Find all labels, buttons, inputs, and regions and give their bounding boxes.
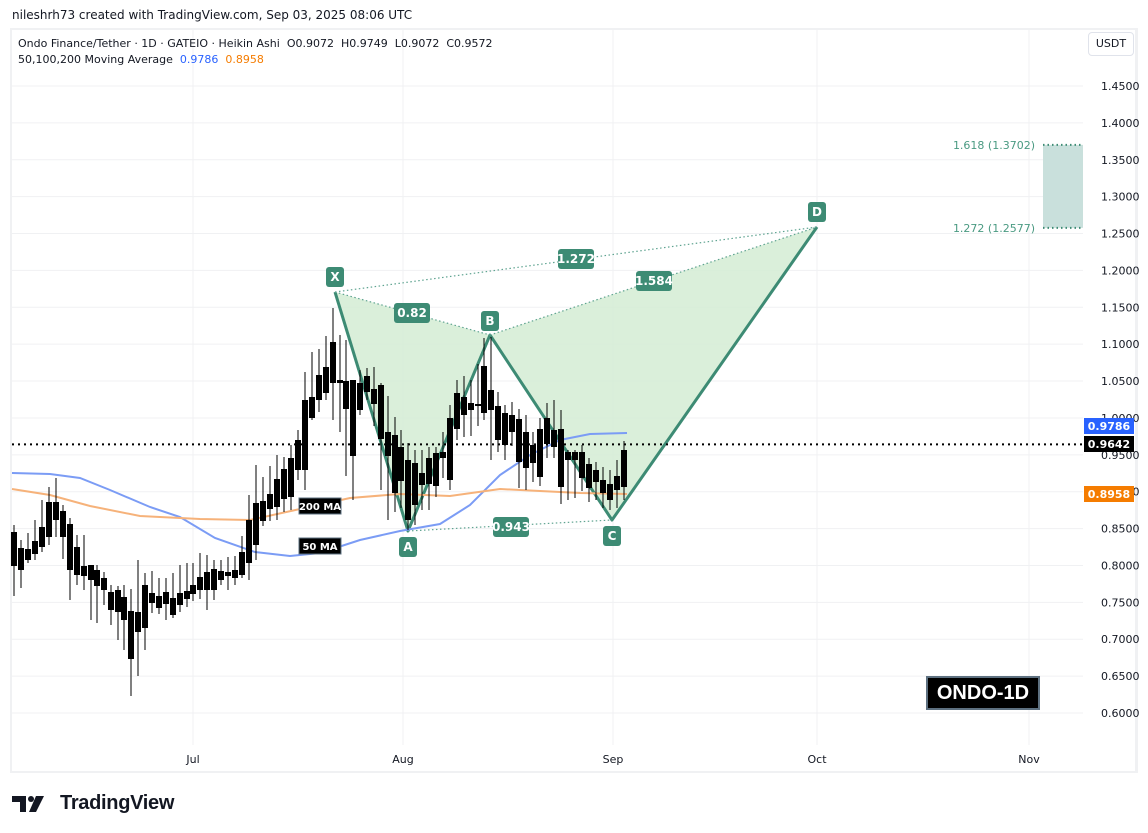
svg-text:0.9786: 0.9786: [1088, 420, 1131, 433]
y-tick-label: 1.2000: [1101, 264, 1140, 277]
x-tick-label: Oct: [807, 753, 827, 766]
ma50-value: 0.9786: [179, 53, 219, 66]
ma-row: 50,100,200 Moving Average 0.9786 0.8958: [18, 52, 493, 68]
point-label-x[interactable]: X: [326, 267, 344, 287]
y-tick-label: 0.6500: [1101, 670, 1140, 683]
currency-button[interactable]: USDT: [1088, 32, 1134, 56]
ma50-tag: 50 MA: [298, 537, 342, 555]
point-label-c[interactable]: C: [603, 526, 621, 546]
symbol-row: Ondo Finance/Tether · 1D · GATEIO · Heik…: [18, 36, 493, 52]
svg-text:0.943: 0.943: [492, 520, 530, 534]
target-zone[interactable]: 1.618 (1.3702) 1.272 (1.2577): [953, 139, 1083, 235]
x-tick-label: Jul: [185, 753, 199, 766]
price-label-2: 0.8958: [1084, 486, 1134, 502]
y-tick-label: 0.7000: [1101, 633, 1140, 646]
symbol-title[interactable]: Ondo Finance/Tether · 1D · GATEIO · Heik…: [18, 37, 280, 50]
y-tick-label: 0.6000: [1101, 707, 1140, 720]
y-tick-label: 0.9500: [1101, 449, 1140, 462]
ratio-label-1-272[interactable]: 1.272: [557, 249, 595, 269]
ma200-value: 0.8958: [225, 53, 264, 66]
chart-frame: [10, 28, 1138, 773]
xabcd-pattern[interactable]: X A B C D 0.82 0.943 1.272 1.584: [326, 202, 826, 557]
tradingview-logo-icon: [12, 795, 44, 812]
point-label-d[interactable]: D: [808, 202, 826, 222]
x-tick-label: Aug: [392, 753, 413, 766]
price-label-1: 0.9642: [1084, 436, 1134, 452]
target-lower-label: 1.272 (1.2577): [953, 222, 1035, 235]
y-tick-label: 1.3000: [1101, 191, 1140, 204]
y-tick-label: 1.3500: [1101, 154, 1140, 167]
y-tick-label: 1.0500: [1101, 375, 1140, 388]
tradingview-logo[interactable]: TradingView: [12, 792, 174, 815]
svg-text:50 MA: 50 MA: [302, 542, 337, 553]
point-label-a[interactable]: A: [399, 537, 417, 557]
svg-text:A: A: [403, 540, 413, 554]
svg-text:1.584: 1.584: [635, 274, 673, 288]
y-axis[interactable]: 1.4500 1.4000 1.3500 1.3000 1.2500 1.2000 1.15…: [1101, 80, 1140, 720]
svg-text:B: B: [485, 314, 494, 328]
x-tick-label: Nov: [1018, 753, 1040, 766]
y-tick-label: 1.1500: [1101, 301, 1140, 314]
svg-text:D: D: [812, 205, 822, 219]
ohlc-high: H0.9749: [340, 37, 388, 50]
target-upper-label: 1.618 (1.3702): [953, 139, 1035, 152]
svg-text:0.8958: 0.8958: [1088, 488, 1130, 501]
ohlc-open: O0.9072: [286, 37, 334, 50]
ratio-label-1-584[interactable]: 1.584: [635, 271, 673, 291]
ohlc-low: L0.9072: [394, 37, 440, 50]
chart-legend: Ondo Finance/Tether · 1D · GATEIO · Heik…: [18, 36, 493, 68]
candles[interactable]: [11, 308, 627, 696]
ratio-label-0-82[interactable]: 0.82: [394, 303, 430, 323]
svg-text:X: X: [330, 270, 340, 284]
ma-indicator-label[interactable]: 50,100,200 Moving Average: [18, 53, 173, 66]
svg-text:1.272: 1.272: [557, 252, 595, 266]
point-label-b[interactable]: B: [481, 311, 499, 331]
y-tick-label: 1.1000: [1101, 338, 1140, 351]
y-tick-label: 0.8000: [1101, 559, 1140, 572]
ohlc-close: C0.9572: [446, 37, 493, 50]
y-tick-label: 1.4500: [1101, 80, 1140, 93]
ma200-tag: 200 MA: [298, 497, 342, 515]
y-tick-label: 0.7500: [1101, 596, 1140, 609]
chart-credit: nileshrh73 created with TradingView.com,…: [12, 8, 413, 22]
y-tick-label: 1.4000: [1101, 117, 1140, 130]
svg-text:0.82: 0.82: [397, 306, 427, 320]
tradingview-wordmark: TradingView: [60, 792, 175, 814]
svg-text:0.9642: 0.9642: [1088, 438, 1130, 451]
y-tick-label: 1.2500: [1101, 228, 1140, 241]
svg-text:200 MA: 200 MA: [299, 502, 341, 513]
price-label-0: 0.9786: [1084, 418, 1134, 434]
ticker-badge: ONDO-1D: [926, 676, 1040, 710]
ratio-label-0-943[interactable]: 0.943: [492, 517, 530, 537]
svg-text:C: C: [608, 529, 617, 543]
x-tick-label: Sep: [603, 753, 624, 766]
x-axis[interactable]: Jul Aug Sep Oct Nov: [185, 753, 1040, 766]
y-tick-label: 0.8500: [1101, 523, 1140, 536]
